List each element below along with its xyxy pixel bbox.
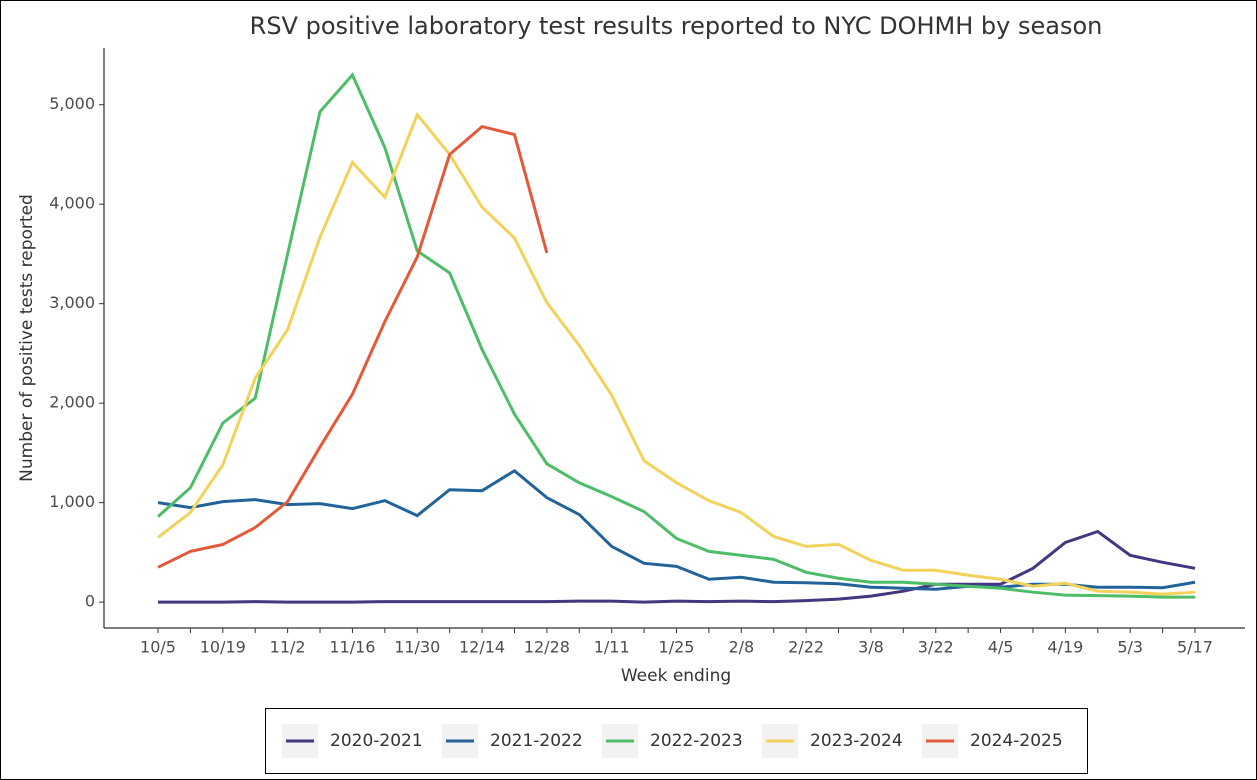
y-tick-label: 1,000 — [49, 492, 95, 511]
y-tick-label: 5,000 — [49, 94, 95, 113]
x-axis-label: Week ending — [621, 666, 731, 686]
legend-label: 2021-2022 — [490, 731, 583, 751]
x-tick-label: 11/16 — [329, 638, 375, 657]
series-line — [157, 111, 1196, 596]
x-tick-label: 3/22 — [918, 638, 954, 657]
y-axis-label: Number of positive tests reported — [17, 194, 37, 482]
y-tick-label: 2,000 — [49, 393, 95, 412]
x-tick-label: 1/11 — [594, 638, 630, 657]
y-tick-label: 0 — [85, 592, 95, 611]
x-tick-label: 5/17 — [1177, 638, 1213, 657]
x-tick-label: 11/2 — [270, 638, 306, 657]
chart-title: RSV positive laboratory test results rep… — [250, 12, 1103, 40]
x-tick-label: 12/28 — [524, 638, 570, 657]
x-tick-label: 10/19 — [200, 638, 246, 657]
series-line — [157, 124, 549, 569]
x-tick-label: 5/3 — [1117, 638, 1143, 657]
series-line — [158, 529, 1196, 604]
x-tick-label: 12/14 — [459, 638, 505, 657]
legend-label: 2020-2021 — [330, 731, 423, 751]
y-tick-label: 4,000 — [49, 194, 95, 213]
x-tick-label: 4/19 — [1047, 638, 1083, 657]
x-tick-label: 3/8 — [858, 638, 884, 657]
x-tick-label: 4/5 — [988, 638, 1014, 657]
x-tick-label: 2/22 — [788, 638, 824, 657]
x-tick-label: 1/25 — [659, 638, 695, 657]
y-tick-label: 3,000 — [49, 293, 95, 312]
x-tick-label: 2/8 — [728, 638, 754, 657]
legend-label: 2024-2025 — [970, 731, 1063, 751]
legend-label: 2023-2024 — [810, 731, 903, 751]
x-tick-label: 10/5 — [140, 638, 176, 657]
legend-label: 2022-2023 — [650, 731, 743, 751]
series-line — [157, 72, 1195, 599]
x-tick-label: 11/30 — [394, 638, 440, 657]
